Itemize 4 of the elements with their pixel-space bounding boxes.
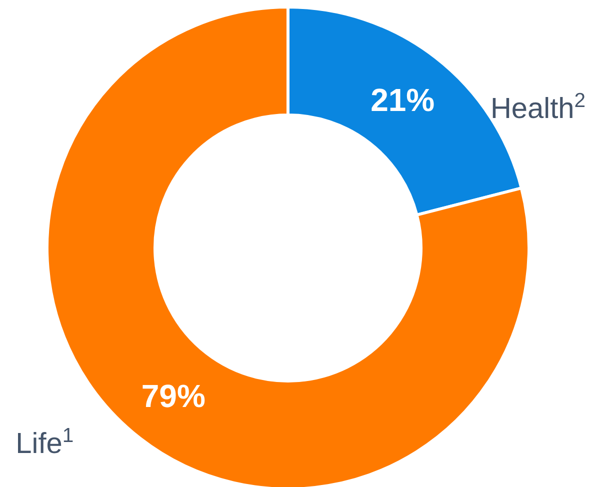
slice-label: Life$^{1}$ [16,424,74,460]
slice-label: Health$^{2}$ [490,90,586,125]
data-label: 79% [141,378,206,414]
data-label: 21% [370,82,435,118]
